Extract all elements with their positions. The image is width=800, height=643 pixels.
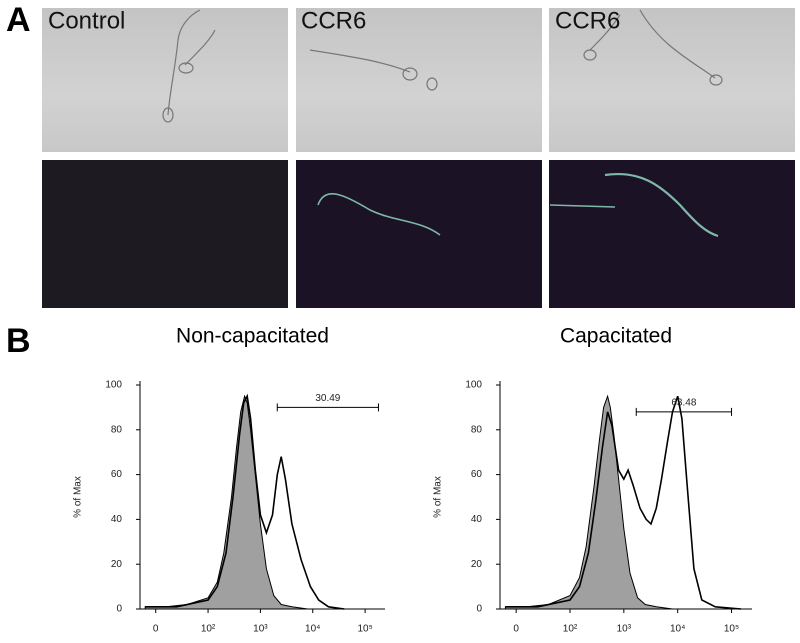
y-tick-label: 100 xyxy=(105,380,122,391)
y-axis-label: % of Max xyxy=(73,476,84,518)
y-tick-label: 80 xyxy=(471,424,483,435)
x-tick-label: 10⁴ xyxy=(670,624,685,635)
panel-label: A xyxy=(6,1,31,39)
chart-title: Capacitated xyxy=(560,325,672,348)
chart-title: Non-capacitated xyxy=(176,325,329,348)
y-tick-label: 40 xyxy=(471,514,483,525)
y-tick-label: 100 xyxy=(465,380,482,391)
gate-value: 30.49 xyxy=(315,393,340,404)
y-tick-label: 40 xyxy=(111,514,123,525)
sample-histogram xyxy=(505,395,742,610)
gate-value: 63.48 xyxy=(671,398,696,409)
x-tick-label: 10⁵ xyxy=(724,624,739,635)
image-label: CCR6 xyxy=(555,7,620,34)
panel-a: A Control CCR6 CCR6 xyxy=(6,1,795,308)
fluorescent-sperm xyxy=(317,172,719,238)
x-tick-label: 10³ xyxy=(617,624,632,635)
image-label: Control xyxy=(48,7,125,34)
y-tick-label: 20 xyxy=(471,559,483,570)
x-tick-label: 10⁴ xyxy=(305,624,320,635)
fluorescence-image xyxy=(42,160,288,308)
y-tick-label: 20 xyxy=(111,559,123,570)
charts: Non-capacitated % of Max 0 20 40 60 80 100 0 10² 1… xyxy=(73,325,752,635)
sample-histogram xyxy=(145,393,345,610)
y-axis-label: % of Max xyxy=(433,476,444,518)
fluorescence-image xyxy=(549,160,795,308)
image-label: CCR6 xyxy=(301,7,366,34)
brightfield-image xyxy=(296,8,542,152)
y-tick-label: 60 xyxy=(471,469,483,480)
x-tick-label: 0 xyxy=(153,624,159,635)
brightfield-image xyxy=(42,8,288,152)
sperm-outlines xyxy=(162,9,723,123)
x-tick-label: 10⁵ xyxy=(357,624,372,635)
y-tick-label: 0 xyxy=(116,604,122,615)
y-tick-label: 60 xyxy=(111,469,123,480)
brightfield-image xyxy=(549,8,795,152)
panel-label: B xyxy=(6,322,31,360)
y-tick-label: 80 xyxy=(111,424,123,435)
x-tick-label: 10² xyxy=(201,624,216,635)
x-tick-label: 10² xyxy=(563,624,578,635)
control-histogram xyxy=(504,394,673,610)
control-histogram xyxy=(144,394,308,610)
y-tick-label: 0 xyxy=(476,604,482,615)
fluorescence-image xyxy=(296,160,542,308)
x-tick-label: 10³ xyxy=(253,624,268,635)
x-tick-label: 0 xyxy=(513,624,519,635)
